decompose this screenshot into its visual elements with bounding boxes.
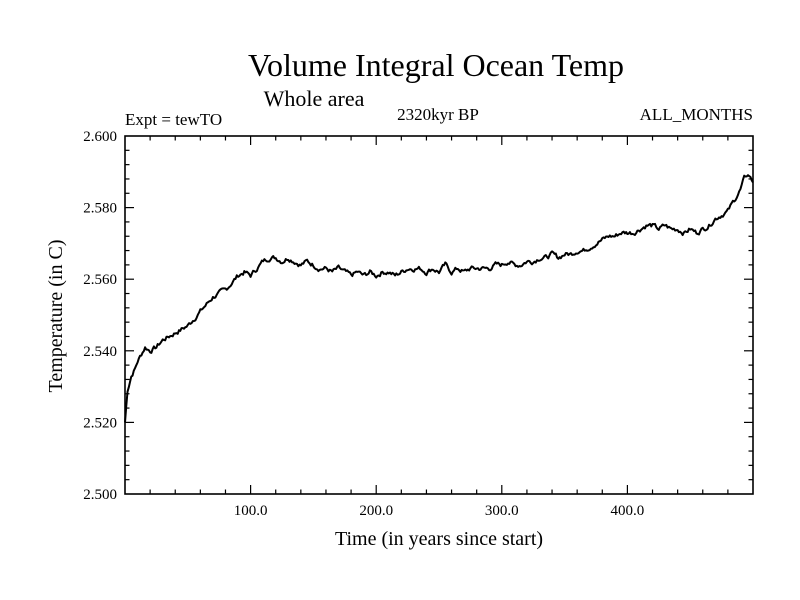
y-tick-label: 2.560: [83, 272, 117, 288]
y-tick-label: 2.600: [83, 129, 117, 145]
plot-frame: [124, 135, 754, 495]
period-label: 2320kyr BP: [397, 105, 479, 124]
y-axis-label: Temperature (in C): [45, 240, 67, 393]
tick-labels: 100.0 200.0 300.0 400.0 2.500 2.520 2.540 2.560…: [83, 129, 644, 519]
x-tick-label: 300.0: [485, 503, 519, 519]
experiment-label: Expt = tewTO: [125, 110, 222, 129]
y-tick-label: 2.520: [83, 415, 117, 431]
y-tick-label: 2.580: [83, 201, 117, 217]
x-tick-label: 400.0: [611, 503, 645, 519]
y-tick-label: 2.540: [83, 344, 117, 360]
chart-subtitle: Whole area: [264, 86, 365, 111]
y-tick-label: 2.500: [83, 487, 117, 503]
x-axis-label: Time (in years since start): [335, 528, 543, 550]
months-label: ALL_MONTHS: [640, 105, 753, 124]
x-tick-label: 100.0: [234, 503, 268, 519]
x-tick-label: 200.0: [359, 503, 393, 519]
tick-marks: [125, 136, 753, 494]
chart-title: Volume Integral Ocean Temp: [248, 47, 624, 83]
series-line: [124, 174, 754, 423]
